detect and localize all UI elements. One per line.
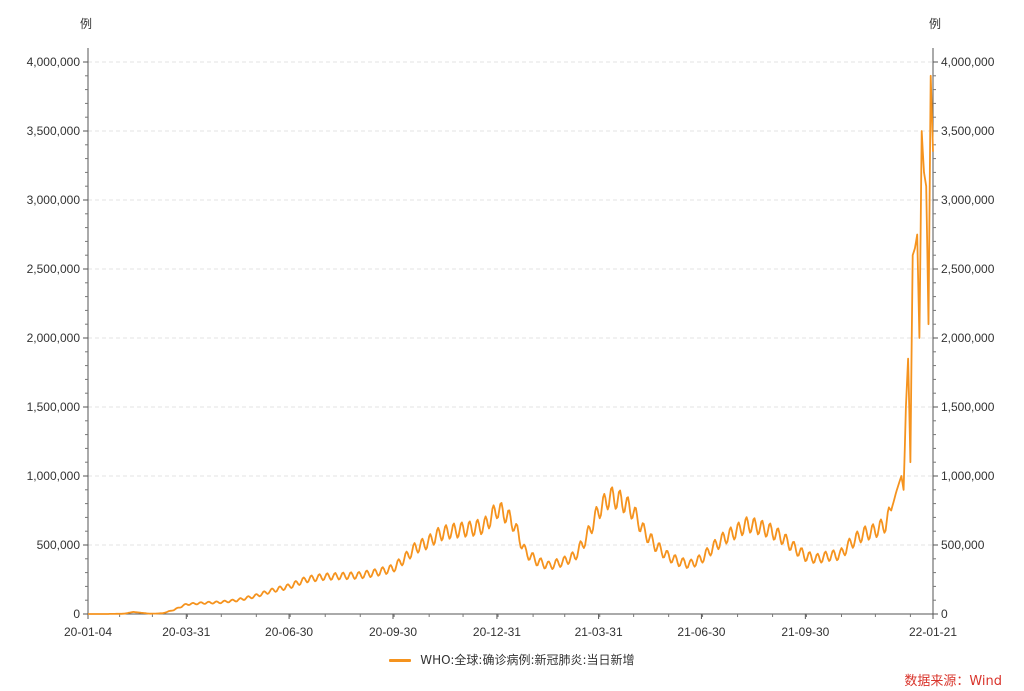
- series-layer: [88, 74, 934, 615]
- y-axis-left: 0 500,000 1,000,000 1,500,000 2,000,000 2,500…: [27, 55, 88, 621]
- x-tick-label: 21-03-31: [575, 625, 623, 639]
- y-tick-label-right: 2,000,000: [941, 331, 995, 345]
- x-axis: 20-01-04 20-03-31 20-06-30 20-09-30 20-12-31…: [64, 614, 957, 639]
- y-tick-label-left: 1,500,000: [27, 400, 81, 414]
- y-tick-label-right: 3,500,000: [941, 124, 995, 138]
- y-tick-label-right: 1,000,000: [941, 469, 995, 483]
- y-tick-label-right: 1,500,000: [941, 400, 995, 414]
- y-tick-label-left: 4,000,000: [27, 55, 81, 69]
- y-tick-label-right: 4,000,000: [941, 55, 995, 69]
- legend: WHO:全球:确诊病例:新冠肺炎:当日新增: [0, 651, 1024, 668]
- x-tick-label: 20-06-30: [265, 625, 313, 639]
- y-tick-label-left: 0: [73, 607, 80, 621]
- x-tick-label: 22-01-21: [909, 625, 957, 639]
- grid-lines: [88, 61, 933, 546]
- y-tick-label-left: 1,000,000: [27, 469, 81, 483]
- x-tick-label: 21-06-30: [677, 625, 725, 639]
- x-tick-label: 20-01-04: [64, 625, 112, 639]
- y-tick-label-right: 3,000,000: [941, 193, 995, 207]
- y-tick-label-left: 3,500,000: [27, 124, 81, 138]
- data-source-note: 数据来源：Wind: [904, 674, 1002, 689]
- legend-label: WHO:全球:确诊病例:新冠肺炎:当日新增: [420, 653, 635, 667]
- y-tick-label-left: 3,000,000: [27, 193, 81, 207]
- legend-swatch: [389, 659, 412, 662]
- y-tick-label-left: 2,000,000: [27, 331, 81, 345]
- y-tick-label-left: 2,500,000: [27, 262, 81, 276]
- y-tick-label-right: 2,500,000: [941, 262, 995, 276]
- series-line: [88, 74, 934, 615]
- axes: [87, 48, 934, 615]
- x-tick-label: 20-03-31: [162, 625, 210, 639]
- x-tick-label: 21-09-30: [781, 625, 829, 639]
- y-tick-label-left: 500,000: [37, 538, 81, 552]
- y-tick-label-right: 0: [941, 607, 948, 621]
- x-tick-label: 20-09-30: [369, 625, 417, 639]
- y-axis-right: 0 500,000 1,000,000 1,500,000 2,000,000 2,500…: [933, 55, 995, 621]
- x-tick-label: 20-12-31: [473, 625, 521, 639]
- y-axis-left-unit: 例: [80, 17, 92, 31]
- y-axis-right-unit: 例: [929, 17, 941, 31]
- y-tick-label-right: 500,000: [941, 538, 985, 552]
